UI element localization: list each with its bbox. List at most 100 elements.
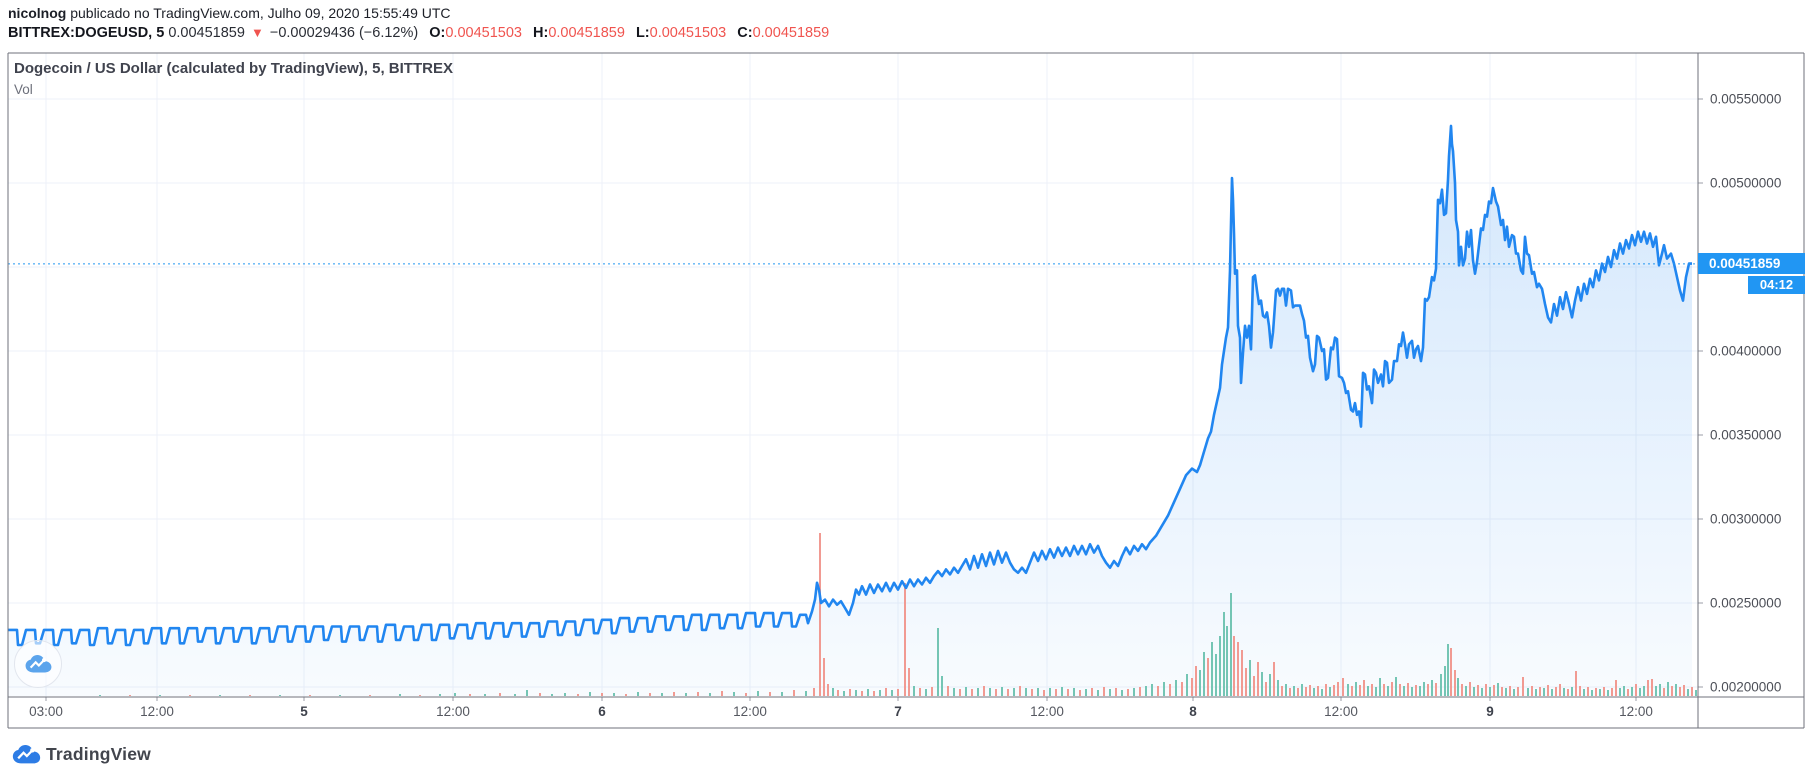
volume-bar: [1133, 688, 1135, 696]
volume-bar: [819, 533, 821, 696]
price-tick-label: 0.00300000: [1710, 511, 1782, 527]
volume-bar: [941, 676, 943, 696]
tradingview-logo-icon: [12, 745, 41, 764]
volume-bar: [1379, 678, 1381, 696]
change-value: −0.00029436 (−6.12%): [269, 25, 419, 41]
volume-bar: [843, 691, 845, 696]
volume-bar: [1233, 636, 1235, 696]
volume-bar: [1444, 666, 1446, 696]
volume-bar: [1157, 686, 1159, 696]
volume-bar: [564, 693, 566, 696]
volume-bar: [769, 692, 771, 696]
volume-bar: [1001, 687, 1003, 696]
volume-bar: [1261, 672, 1263, 696]
volume-bar: [1151, 684, 1153, 696]
volume-bar: [1301, 684, 1303, 696]
volume-bar: [99, 695, 101, 696]
volume-bar: [1551, 689, 1553, 696]
volume-bar: [1619, 688, 1621, 696]
volume-bar: [965, 687, 967, 696]
volume-bar: [827, 684, 829, 696]
volume-bar: [1571, 687, 1573, 696]
volume-bar: [1454, 670, 1456, 696]
volume-bar: [733, 692, 735, 696]
volume-bar: [1497, 683, 1499, 696]
price-tick-label: 0.00350000: [1710, 427, 1782, 443]
footer-logo[interactable]: TradingView: [12, 744, 151, 765]
volume-bar: [1019, 686, 1021, 696]
volume-bar: [1245, 668, 1247, 696]
volume-bar: [419, 695, 421, 696]
volume-study-label: Vol: [14, 82, 33, 97]
volume-bar: [1109, 689, 1111, 696]
volume-bar: [1599, 689, 1601, 696]
volume-bar: [1659, 684, 1661, 696]
symbol-line: BITTREX:DOGEUSD, 5 0.00451859 ▼ −0.00029…: [8, 24, 829, 42]
volume-bar: [1440, 674, 1442, 696]
volume-bar: [1223, 612, 1225, 696]
time-tick-label: 12:00: [733, 704, 767, 719]
volume-bar: [1079, 690, 1081, 696]
volume-bar: [1505, 688, 1507, 696]
volume-bar: [1139, 687, 1141, 696]
volume-bar: [1631, 687, 1633, 696]
volume-bar: [1145, 686, 1147, 696]
volume-bar: [1249, 660, 1251, 696]
volume-bar: [339, 695, 341, 696]
price-line: [8, 124, 1692, 647]
volume-bar: [1031, 689, 1033, 696]
volume-bar: [1203, 652, 1205, 696]
volume-bar: [813, 688, 815, 696]
volume-bar: [904, 583, 906, 696]
volume-bar: [399, 694, 401, 696]
volume-bar: [1230, 593, 1232, 696]
symbol-label: BITTREX:DOGEUSD, 5: [8, 25, 165, 41]
volume-bar: [913, 686, 915, 696]
volume-bar: [1695, 690, 1697, 696]
volume-bar: [649, 693, 651, 696]
volume-bar: [1403, 686, 1405, 696]
volume-bar: [885, 688, 887, 696]
volume-bar: [613, 693, 615, 696]
volume-bar: [661, 693, 663, 696]
volume-bar: [1281, 686, 1283, 696]
volume-bar: [1469, 682, 1471, 696]
volume-bar: [1097, 690, 1099, 696]
volume-bar: [1489, 687, 1491, 696]
low-value: 0.00451503: [649, 25, 727, 41]
time-tick-label: 5: [300, 704, 308, 719]
volume-bar: [837, 690, 839, 696]
volume-bar: [1423, 682, 1425, 696]
volume-bar: [1317, 686, 1319, 696]
volume-bar: [793, 690, 795, 696]
volume-bar: [1085, 689, 1087, 696]
volume-bar: [1627, 689, 1629, 696]
volume-bar: [919, 688, 921, 696]
volume-bar: [745, 693, 747, 696]
current-price-tag: 0.00451859: [1698, 253, 1805, 274]
volume-bar: [931, 687, 933, 696]
time-tick-label: 12:00: [436, 704, 470, 719]
volume-bar: [685, 693, 687, 696]
volume-bar: [1683, 685, 1685, 696]
volume-bar: [637, 692, 639, 696]
volume-bar: [697, 692, 699, 696]
volume-bar: [959, 689, 961, 696]
volume-bar: [953, 688, 955, 696]
volume-bar: [1447, 644, 1449, 696]
tradingview-cloud-icon: [25, 655, 51, 673]
volume-bar: [1037, 688, 1039, 696]
price-tick-label: 0.00500000: [1710, 175, 1782, 191]
volume-bar: [539, 693, 541, 696]
volume-bar: [1309, 685, 1311, 696]
volume-bar: [891, 690, 893, 696]
price-tick-label: 0.00550000: [1710, 91, 1782, 107]
volume-bar: [484, 694, 486, 696]
volume-bar: [1061, 687, 1063, 696]
volume-bar: [1186, 674, 1188, 696]
volume-bar: [1371, 684, 1373, 696]
volume-bar: [1539, 687, 1541, 696]
volume-bar: [1603, 687, 1605, 696]
volume-bar: [1481, 688, 1483, 696]
